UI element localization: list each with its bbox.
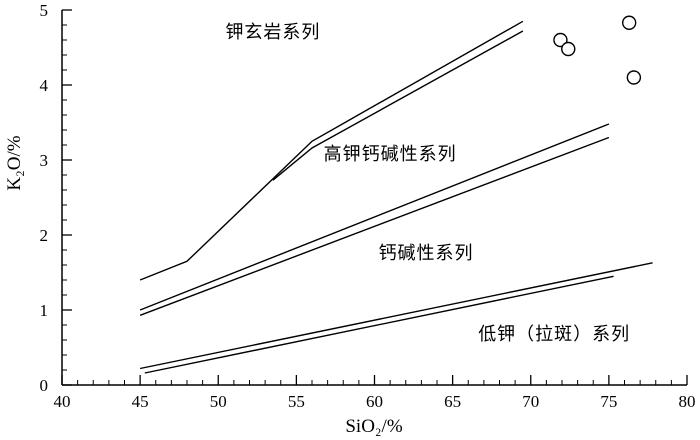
data-point [553,32,568,48]
boundary-line [144,275,614,374]
boundary-line [139,262,653,370]
data-points [553,15,642,85]
x-tick-label: 60 [366,392,383,411]
region-label: 低钾（拉斑）系列 [478,324,630,345]
data-point [621,15,637,30]
boundary-line [139,123,610,311]
x-axis-title: SiO₂/% [345,416,402,437]
y-tick-label: 3 [40,151,49,170]
y-tick-label: 0 [40,376,49,395]
y-tick-label: 5 [40,1,49,20]
x-tick-label: 40 [54,392,71,411]
data-point [626,70,642,85]
region-label: 钙碱性系列 [379,243,474,264]
boundary-lines [139,20,653,374]
x-tick-label: 55 [288,392,305,411]
region-label: 钾玄岩系列 [225,22,320,43]
y-axis-title: K₂O/% [4,135,25,190]
boundary-line [139,20,524,281]
x-tick-label: 65 [444,392,461,411]
x-tick-label: 50 [210,392,227,411]
y-tick-label: 4 [40,76,49,95]
region-label: 高钾钙碱性系列 [324,144,457,165]
y-tick-label: 2 [40,226,49,245]
boundary-line [139,136,610,316]
x-tick-label: 70 [522,392,539,411]
x-tick-label: 45 [132,392,149,411]
y-tick-label: 1 [40,301,49,320]
x-tick-label: 75 [600,392,617,411]
x-tick-label: 80 [679,392,696,411]
data-point [561,41,576,57]
boundary-line [272,30,524,181]
